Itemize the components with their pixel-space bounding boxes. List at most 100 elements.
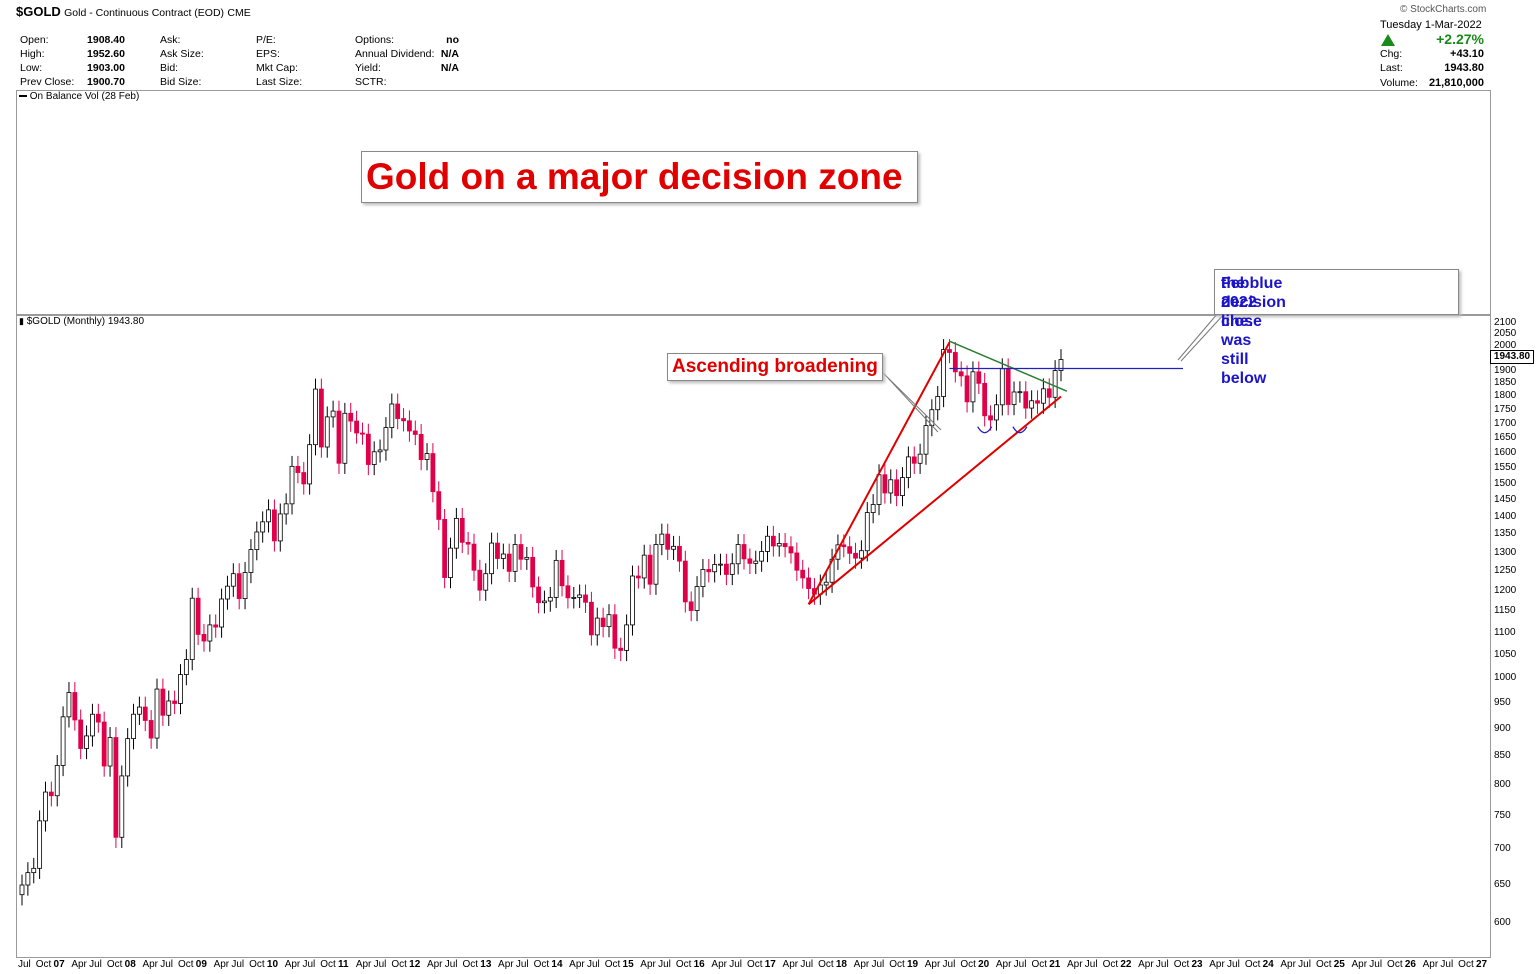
candle-body [477, 569, 483, 591]
chg-label: Chg: [1380, 48, 1403, 60]
note-line-2: the blue decision line. [1221, 275, 1286, 330]
x-tick-label: 21 [1049, 959, 1061, 970]
field-value: no [446, 34, 459, 46]
candle-body [911, 456, 917, 464]
x-tick-label: Jul [729, 959, 742, 970]
note-callout-pointer-b [1180, 312, 1226, 362]
watermark: © StockCharts.com [1400, 4, 1487, 15]
x-tick-label: Apr [355, 959, 372, 970]
candle-body [207, 624, 213, 642]
x-tick-label: 08 [124, 959, 136, 970]
candle-body [66, 692, 72, 718]
broadening-lower-line [807, 395, 1062, 606]
indicator-panel [16, 90, 1491, 316]
candle-body [289, 465, 295, 505]
candle-body [888, 479, 894, 494]
candle-body [724, 563, 729, 575]
x-tick-label: Jul [160, 959, 174, 970]
candle-body [19, 884, 25, 896]
candle-body [671, 545, 676, 550]
candle-body [788, 546, 794, 554]
x-tick-label: Oct [960, 959, 976, 970]
x-tick-label: Jul [1155, 959, 1169, 970]
candle-body [677, 545, 682, 562]
candle-body [324, 416, 330, 448]
candle-body [307, 444, 313, 485]
volume-label: Volume: [1380, 77, 1418, 89]
candle-body [90, 713, 95, 737]
x-tick-label: 09 [195, 959, 207, 970]
field-label: Ask Size: [160, 48, 204, 60]
candle-body [565, 585, 571, 599]
x-tick-label: 16 [693, 959, 705, 970]
candle-body [1040, 388, 1046, 404]
candle-body [166, 700, 172, 716]
y-tick-label: 700 [1494, 843, 1511, 855]
y-tick-label: 1250 [1494, 565, 1517, 577]
candle-body [213, 624, 219, 628]
candle-body [72, 692, 78, 721]
candle-body [859, 550, 864, 559]
candle-body [453, 517, 459, 549]
x-tick-label: Apr [284, 959, 301, 970]
x-tick-label: Oct [178, 959, 194, 970]
candle-body [412, 430, 418, 435]
y-tick-label: 1000 [1494, 672, 1517, 684]
candle-body [330, 410, 336, 418]
x-tick-label: 17 [764, 959, 776, 970]
x-tick-label: 24 [1262, 959, 1274, 970]
y-tick-label: 850 [1494, 750, 1511, 762]
last-label: Last: [1380, 62, 1403, 74]
candle-body [952, 352, 958, 373]
candle-body [853, 552, 858, 559]
candle-body [160, 688, 166, 716]
x-tick-label: Oct [1173, 959, 1190, 970]
candle-body [800, 569, 806, 579]
y-tick-label: 2000 [1494, 339, 1517, 351]
x-tick-label: Jul [89, 959, 102, 970]
candle-body [1058, 359, 1064, 371]
x-tick-label: Jul [1084, 959, 1098, 970]
x-tick-label: Oct [1387, 959, 1403, 970]
x-tick-label: Apr [1209, 959, 1225, 970]
candle-body [25, 872, 31, 886]
x-tick-label: Jul [1440, 959, 1454, 970]
candle-body [700, 569, 706, 587]
broadening-upper-line [807, 341, 951, 605]
candle-body [360, 432, 365, 435]
quote-fields: Open: 1908.40 High: 1952.60 Low: 1903.00 Prev … [0, 0, 1536, 100]
candle-body [395, 403, 401, 419]
candle-body [301, 472, 307, 485]
candle-body [295, 465, 301, 473]
y-tick-label: 1500 [1494, 477, 1517, 489]
candle-body [659, 533, 665, 545]
candle-body [894, 479, 900, 496]
candle-body [242, 572, 248, 600]
candle-body [553, 559, 559, 598]
candle-body [506, 553, 512, 572]
up-arrow-icon [1381, 34, 1395, 46]
y-tick-label: 1150 [1494, 605, 1516, 617]
legend-line-icon [19, 95, 27, 98]
x-tick-label: Oct [462, 959, 479, 970]
candle-body [647, 554, 653, 585]
x-tick-label: 22 [1120, 959, 1132, 970]
x-tick-label: Apr [711, 959, 727, 970]
x-tick-label: 07 [53, 959, 65, 970]
candle-body [283, 503, 289, 515]
field-value: 1952.60 [87, 48, 125, 60]
field-label: Open: [20, 34, 49, 46]
candle-body [60, 716, 66, 766]
candle-body [571, 596, 577, 599]
x-tick-label: Oct [1102, 959, 1119, 970]
y-tick-label: 2100 [1494, 316, 1517, 328]
candle-body [999, 368, 1005, 406]
field-value: 1900.70 [87, 76, 125, 88]
candle-body [407, 420, 412, 432]
x-tick-label: Oct [106, 959, 123, 970]
x-tick-label: Apr [71, 959, 87, 970]
candle-body [841, 544, 847, 548]
candle-body [518, 544, 524, 560]
x-tick-label: Jul [942, 959, 956, 970]
x-tick-label: Oct [889, 959, 905, 970]
